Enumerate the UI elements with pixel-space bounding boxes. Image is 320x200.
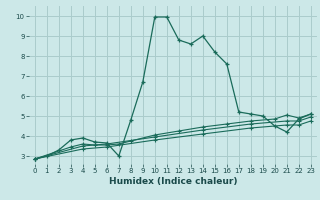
X-axis label: Humidex (Indice chaleur): Humidex (Indice chaleur) [108, 177, 237, 186]
